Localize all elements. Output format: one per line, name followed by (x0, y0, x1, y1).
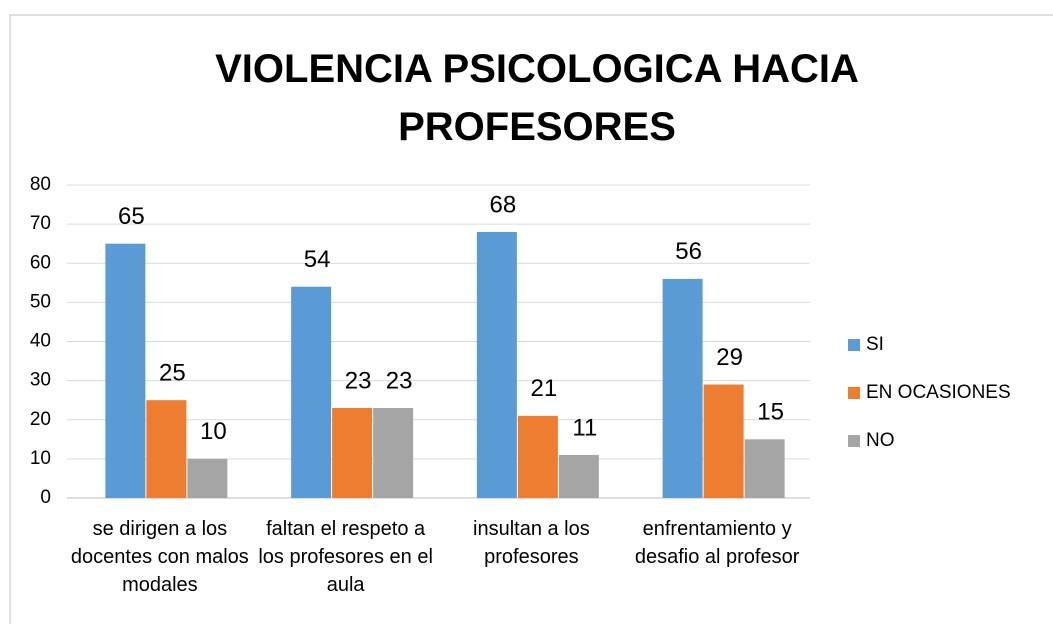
data-label: 15 (757, 399, 784, 426)
bar (744, 439, 785, 498)
data-label: 68 (490, 191, 517, 218)
data-label: 23 (345, 367, 372, 394)
bar (105, 243, 146, 498)
data-label: 11 (572, 414, 597, 441)
y-tick-label: 0 (40, 487, 51, 508)
data-label: 10 (200, 418, 227, 445)
y-tick-label: 30 (30, 370, 51, 391)
chart-frame (9, 14, 1053, 624)
legend-swatch (848, 435, 860, 447)
chart-title: VIOLENCIA PSICOLOGICA HACIA PROFESORES (215, 47, 859, 149)
legend-label: EN OCASIONES (866, 382, 1011, 403)
y-tick-label: 70 (30, 213, 51, 234)
bar (662, 278, 703, 498)
legend-label: SI (866, 334, 884, 355)
bar (558, 454, 599, 498)
data-label: 21 (531, 375, 558, 402)
bar (517, 415, 558, 498)
data-label: 56 (675, 238, 702, 265)
bar (373, 408, 414, 498)
x-tick-label: se dirigen a los docentes con malos moda… (70, 518, 249, 596)
data-label: 25 (159, 360, 186, 387)
y-tick-label: 20 (30, 409, 51, 430)
y-tick-label: 50 (30, 291, 51, 312)
bar (476, 231, 517, 498)
x-tick-label: faltan el respeto a los profesores en el… (258, 518, 433, 596)
y-tick-label: 40 (30, 331, 51, 352)
bar (291, 286, 332, 498)
data-label: 23 (386, 367, 413, 394)
legend-label: NO (866, 430, 895, 451)
x-tick-label: enfrentamiento y desafio al profesor (634, 518, 800, 568)
legend-swatch (848, 339, 860, 351)
data-label: 54 (304, 246, 331, 273)
legend-swatch (848, 387, 860, 399)
bar (332, 408, 373, 498)
bar (146, 400, 187, 498)
x-tick-label: insultan a los profesores (473, 518, 590, 568)
y-tick-label: 80 (30, 174, 51, 195)
data-label: 29 (716, 344, 743, 371)
data-label: 65 (118, 203, 145, 230)
bar (703, 384, 744, 498)
bar (187, 458, 228, 498)
y-tick-label: 10 (30, 448, 51, 469)
y-tick-label: 60 (30, 252, 51, 273)
